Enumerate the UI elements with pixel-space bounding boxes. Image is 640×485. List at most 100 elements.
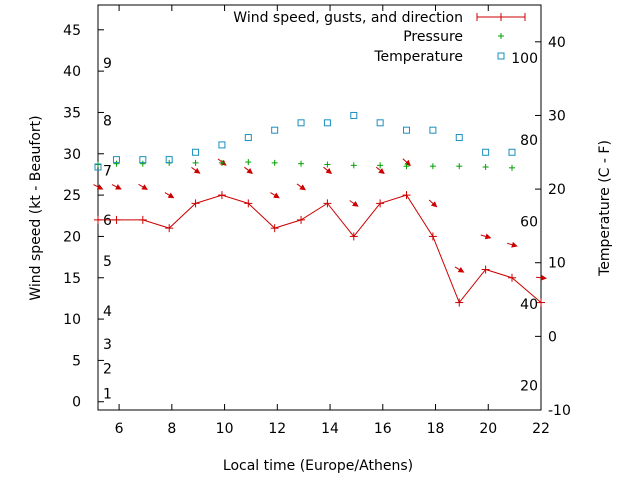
pressure-point — [429, 163, 436, 170]
pressure-point — [245, 159, 252, 166]
wind-point — [217, 191, 226, 200]
wind-direction-arrow — [454, 266, 465, 273]
wind-point — [481, 265, 490, 274]
legend-key-pressure — [498, 33, 504, 39]
legend-key-temperature — [497, 52, 505, 60]
wind-point — [402, 191, 411, 200]
temperature-point — [297, 119, 305, 127]
legend-label-wind: Wind speed, gusts, and direction — [233, 10, 463, 26]
temperature-point — [94, 163, 102, 171]
pressure-point — [298, 160, 305, 167]
wind-point — [94, 215, 102, 224]
wind-direction-arrow — [296, 183, 306, 191]
wind-direction-arrow — [507, 241, 518, 248]
temperature-point — [429, 126, 437, 134]
wind-point — [455, 298, 464, 307]
y-left-tick-label: 40 — [63, 64, 81, 80]
beaufort-label: 7 — [103, 163, 112, 179]
y-left-tick-label: 15 — [63, 271, 81, 287]
wind-direction-arrow — [191, 167, 201, 174]
x-axis-title: Local time (Europe/Athens) — [223, 458, 413, 474]
pressure-point — [113, 160, 120, 167]
temperature-point — [508, 148, 516, 156]
wind-point — [428, 232, 437, 241]
wind-point — [537, 298, 545, 307]
wind-point — [138, 215, 147, 224]
fahrenheit-label: 60 — [520, 214, 538, 230]
pressure-point — [271, 159, 278, 166]
wind-point — [376, 199, 385, 208]
wind-direction-arrow — [375, 166, 385, 175]
temperature-point — [403, 126, 411, 134]
wind-direction-arrow — [270, 192, 280, 199]
wind-series — [94, 191, 545, 307]
wind-point — [297, 215, 306, 224]
wind-direction-arrow — [402, 158, 411, 167]
beaufort-label: 1 — [103, 386, 112, 402]
wind-point — [349, 232, 358, 241]
y-left-tick-label: 20 — [63, 229, 81, 245]
wind-direction-arrow — [428, 199, 438, 208]
pressure-point — [403, 163, 410, 170]
x-tick-label: 8 — [167, 421, 176, 437]
y-left-tick-label: 45 — [63, 23, 81, 39]
pressure-point — [192, 159, 199, 166]
y-left-tick-label: 30 — [63, 147, 81, 163]
pressure-point — [482, 164, 489, 170]
y-axis-right: -10 0 10 20 30 40 — [535, 35, 571, 419]
fahrenheit-label: 100 — [511, 51, 538, 67]
wind-direction-arrow — [535, 274, 547, 281]
wind-point — [270, 224, 279, 233]
x-tick-label: 16 — [374, 421, 392, 437]
pressure-point — [139, 160, 146, 167]
temperature-point — [192, 148, 200, 156]
x-tick-label: 12 — [268, 421, 286, 437]
temperature-point — [218, 141, 226, 149]
beaufort-scale: 1 2 3 4 5 6 7 8 9 — [103, 56, 112, 403]
y-right-tick-label: 40 — [548, 35, 566, 51]
pressure-series — [95, 159, 515, 171]
beaufort-label: 3 — [103, 337, 112, 353]
x-axis: 6 8 10 12 14 16 18 20 22 — [115, 5, 550, 437]
temperature-point — [139, 156, 147, 164]
y-left-tick-label: 25 — [63, 188, 81, 204]
wind-point — [244, 199, 253, 208]
pressure-point — [456, 163, 463, 170]
legend-label-pressure: Pressure — [403, 29, 463, 45]
wind-point — [191, 199, 200, 208]
temperature-point — [376, 119, 384, 127]
beaufort-label: 5 — [103, 254, 112, 270]
fahrenheit-label: 20 — [520, 379, 538, 395]
beaufort-label: 2 — [103, 362, 112, 378]
wind-point — [323, 199, 332, 208]
legend-temperature-square — [497, 52, 505, 60]
pressure-point — [218, 159, 225, 166]
y-right-tick-label: 20 — [548, 182, 566, 198]
y-left-tick-label: 0 — [72, 395, 81, 411]
temperature-point — [455, 134, 463, 142]
x-tick-label: 20 — [479, 421, 497, 437]
fahrenheit-label: 40 — [520, 297, 538, 313]
beaufort-label: 6 — [103, 213, 112, 229]
y-right-tick-label: 10 — [548, 256, 566, 272]
y-axis-left: 0 5 10 15 20 25 30 35 40 45 — [63, 23, 104, 411]
y-left-tick-label: 5 — [72, 353, 81, 369]
x-tick-label: 18 — [427, 421, 445, 437]
legend: Wind speed, gusts, and direction Pressur… — [233, 10, 526, 65]
temperature-point — [165, 156, 173, 164]
pressure-point — [95, 161, 101, 168]
wind-line — [98, 194, 542, 304]
wind-direction-arrow — [244, 166, 253, 175]
y-right-tick-label: 0 — [548, 329, 557, 345]
wind-direction-arrows — [93, 158, 547, 281]
plot-frame — [97, 4, 542, 411]
wind-direction-arrow — [323, 166, 333, 175]
fahrenheit-label: 80 — [520, 133, 538, 149]
wind-direction-arrow — [111, 184, 122, 190]
temperature-point — [350, 111, 358, 119]
pressure-point — [508, 164, 515, 171]
wind-direction-arrow — [164, 192, 175, 199]
temperature-series — [94, 111, 516, 171]
wind-direction-arrow — [93, 184, 104, 190]
temperature-point — [112, 156, 120, 164]
